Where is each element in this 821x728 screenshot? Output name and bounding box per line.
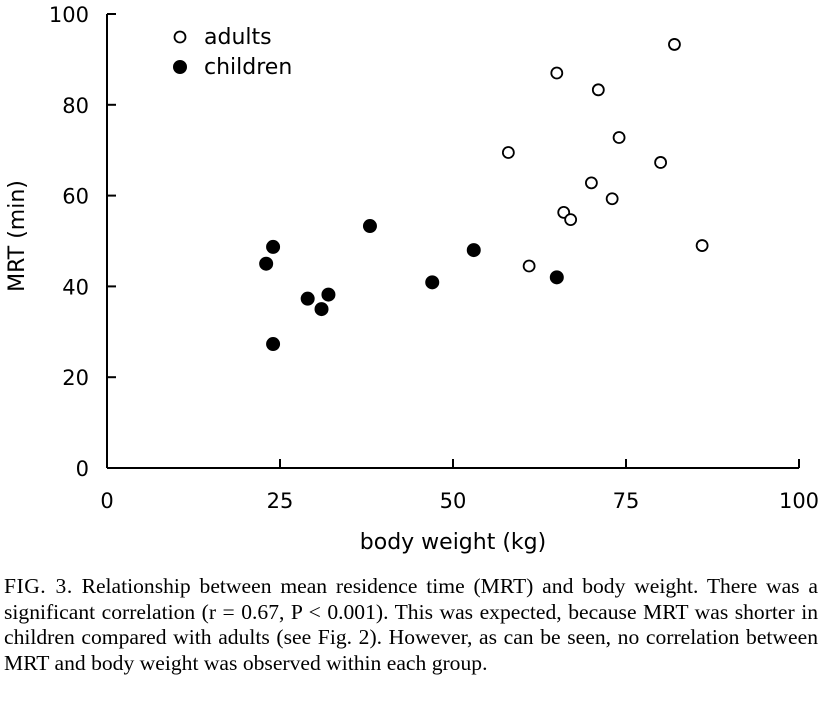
child-point	[549, 270, 564, 285]
adult-point	[654, 156, 667, 169]
adult-point	[605, 192, 619, 206]
ticks: 0 20 40 60 80 100 0 25 50 75 100	[49, 3, 819, 513]
x-tick-label: 100	[779, 489, 819, 513]
adult-point	[564, 213, 578, 227]
x-tick-label: 50	[440, 489, 467, 513]
y-axis-label: MRT (min)	[5, 180, 30, 292]
y-tick-label: 20	[62, 366, 89, 390]
y-tick-label: 60	[62, 185, 89, 209]
data-points	[259, 38, 709, 352]
y-tick-label: 0	[76, 457, 89, 481]
adult-point	[585, 176, 598, 190]
child-point	[314, 302, 329, 317]
adult-point	[695, 239, 709, 252]
x-tick-label: 25	[267, 489, 294, 513]
child-point	[266, 239, 281, 254]
adult-point	[612, 131, 626, 144]
child-point	[321, 287, 336, 302]
legend-label: adults	[204, 25, 272, 50]
y-tick-label: 40	[62, 275, 89, 299]
child-point	[362, 219, 377, 234]
y-tick-label: 100	[49, 3, 89, 27]
legend-marker	[173, 30, 187, 44]
child-point	[466, 243, 481, 258]
child-point	[300, 291, 315, 306]
adult-point	[668, 38, 681, 51]
x-tick-label: 75	[613, 489, 640, 513]
adult-point	[550, 66, 564, 80]
figure-caption: FIG. 3. Relationship between mean reside…	[4, 574, 818, 676]
x-tick-label: 0	[100, 489, 113, 513]
axes	[106, 14, 799, 469]
child-point	[425, 275, 440, 290]
legend-marker	[173, 60, 187, 74]
x-axis-label: body weight (kg)	[360, 530, 546, 555]
child-point	[266, 337, 281, 352]
scatter-chart: 0 20 40 60 80 100 0 25 50 75 100 adults children bo…	[5, 3, 819, 555]
adult-point	[522, 259, 536, 273]
figure-label: FIG. 3.	[4, 574, 73, 598]
legend: adults children	[173, 25, 292, 80]
y-tick-label: 80	[62, 94, 89, 118]
legend-label: children	[204, 55, 292, 80]
adult-point	[591, 83, 605, 97]
adult-point	[501, 146, 515, 159]
child-point	[259, 256, 274, 271]
caption-text: Relationship between mean residence time…	[4, 574, 818, 675]
